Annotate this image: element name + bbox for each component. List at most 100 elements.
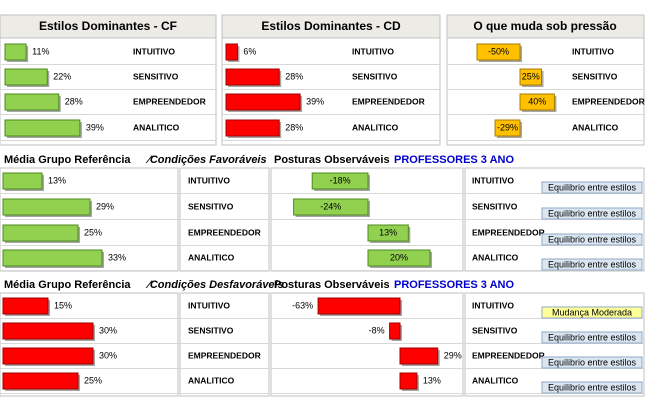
status-label: Equilibrio entre estilos [548, 259, 637, 269]
value-label: 28% [65, 96, 83, 106]
value-label: 22% [53, 71, 71, 81]
value-label: 39% [86, 122, 104, 132]
group-label: PROFESSORES 3 ANO [394, 154, 514, 166]
bar [2, 172, 43, 190]
status-label: Equilibrio entre estilos [548, 182, 637, 192]
status-box [541, 258, 643, 271]
value-label: 30% [99, 325, 117, 335]
category-label: SENSITIVO [472, 201, 518, 211]
category-label: ANALITICO [472, 375, 519, 385]
section-subtitle: ⁄Condições Favoráveis [145, 154, 267, 166]
value-label: -29% [497, 122, 518, 132]
value-label: 39% [306, 96, 324, 106]
value-label: -50% [488, 46, 509, 56]
category-label: INTUITIVO [133, 46, 175, 56]
status-box [541, 331, 643, 344]
category-label: INTUITIVO [572, 46, 614, 56]
category-label: SENSITIVO [133, 71, 179, 81]
bar [2, 224, 79, 242]
value-label: -18% [330, 175, 351, 185]
bar [311, 172, 369, 190]
bar [4, 43, 27, 61]
bar [4, 93, 60, 111]
bar [476, 43, 521, 61]
status-box [541, 233, 643, 246]
category-label: INTUITIVO [352, 46, 394, 56]
value-label: 29% [444, 350, 462, 360]
bar [367, 249, 431, 267]
status-box [541, 181, 643, 194]
value-label: 20% [390, 252, 408, 262]
category-label: EMPREENDEDOR [188, 350, 261, 360]
category-label: EMPREENDEDOR [133, 96, 206, 106]
value-label: 15% [54, 300, 72, 310]
value-label: 13% [379, 227, 397, 237]
category-label: SENSITIVO [352, 71, 398, 81]
bar [399, 347, 439, 365]
panel-header [446, 14, 645, 39]
category-label: SENSITIVO [572, 71, 618, 81]
status-box [541, 207, 643, 220]
value-label: 29% [96, 201, 114, 211]
value-label: 25% [522, 71, 540, 81]
bar [399, 372, 418, 390]
section-subtitle: ⁄Condições Desfavoráveis [145, 279, 284, 291]
section-title: Média Grupo Referência [4, 154, 131, 166]
category-label: SENSITIVO [188, 325, 234, 335]
section-title: Média Grupo Referência [4, 279, 131, 291]
status-label: Equilibrio entre estilos [548, 332, 637, 342]
category-label: EMPREENDEDOR [352, 96, 425, 106]
section-title: Posturas Observáveis [274, 154, 390, 166]
value-label: -8% [369, 325, 385, 335]
panel-title: O que muda sob pressão [473, 19, 616, 33]
bar [2, 347, 94, 365]
bar [2, 322, 94, 340]
panel-header [221, 14, 441, 39]
panel-title: Estilos Dominantes - CF [39, 19, 177, 33]
bar [225, 119, 280, 137]
bar [2, 372, 79, 390]
bar [2, 249, 103, 267]
value-label: 6% [243, 46, 256, 56]
status-label: Equilibrio entre estilos [548, 234, 637, 244]
group-label: PROFESSORES 3 ANO [394, 279, 514, 291]
category-label: SENSITIVO [188, 201, 234, 211]
value-label: -63% [292, 300, 313, 310]
category-label: ANALITICO [133, 122, 180, 132]
bar [367, 224, 409, 242]
panel-header [0, 14, 217, 39]
bar [494, 119, 521, 137]
bar [225, 93, 301, 111]
category-label: SENSITIVO [472, 325, 518, 335]
value-label: 28% [285, 71, 303, 81]
category-label: ANALITICO [188, 252, 235, 262]
bar [4, 119, 81, 137]
value-label: 30% [99, 350, 117, 360]
bar [519, 68, 542, 86]
category-label: EMPREENDEDOR [188, 227, 261, 237]
value-label: -24% [320, 201, 341, 211]
value-label: 25% [84, 227, 102, 237]
status-box [541, 306, 643, 319]
bar [317, 297, 401, 315]
bar [225, 68, 280, 86]
category-label: INTUITIVO [188, 175, 230, 185]
value-label: 28% [285, 122, 303, 132]
bar [293, 198, 369, 216]
status-box [541, 381, 643, 394]
value-label: 11% [32, 46, 49, 56]
value-label: 40% [528, 96, 546, 106]
status-label: Equilibrio entre estilos [548, 208, 637, 218]
status-label: Equilibrio entre estilos [548, 357, 637, 367]
bar [2, 297, 49, 315]
category-label: EMPREENDEDOR [572, 96, 645, 106]
category-label: INTUITIVO [188, 300, 230, 310]
category-label: ANALITICO [188, 375, 235, 385]
section-title: Posturas Observáveis [274, 279, 390, 291]
value-label: 25% [84, 375, 102, 385]
category-label: INTUITIVO [472, 175, 514, 185]
category-label: ANALITICO [572, 122, 619, 132]
bar [2, 198, 91, 216]
panel-title: Estilos Dominantes - CD [261, 19, 401, 33]
